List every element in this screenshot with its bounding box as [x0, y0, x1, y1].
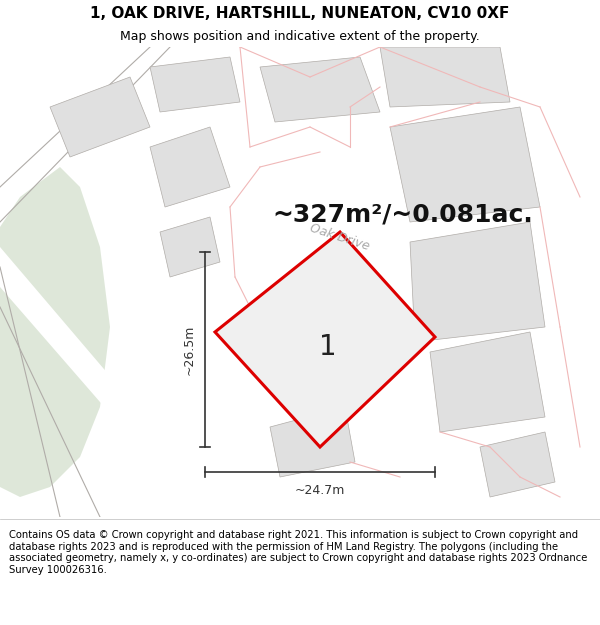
Text: Oak Drive: Oak Drive: [308, 221, 371, 253]
Polygon shape: [0, 47, 160, 177]
Polygon shape: [390, 107, 540, 222]
Text: Map shows position and indicative extent of the property.: Map shows position and indicative extent…: [120, 30, 480, 43]
Polygon shape: [150, 57, 240, 112]
Polygon shape: [480, 432, 555, 497]
Polygon shape: [270, 407, 355, 477]
Polygon shape: [50, 77, 150, 157]
Text: ~24.7m: ~24.7m: [295, 484, 345, 496]
Text: ~327m²/~0.081ac.: ~327m²/~0.081ac.: [272, 203, 533, 227]
Polygon shape: [410, 222, 545, 342]
Polygon shape: [160, 217, 220, 277]
Text: 1, OAK DRIVE, HARTSHILL, NUNEATON, CV10 0XF: 1, OAK DRIVE, HARTSHILL, NUNEATON, CV10 …: [91, 6, 509, 21]
Polygon shape: [380, 47, 510, 107]
Polygon shape: [150, 127, 230, 207]
Polygon shape: [215, 232, 435, 447]
Text: ~26.5m: ~26.5m: [182, 324, 196, 374]
Polygon shape: [0, 247, 230, 517]
Text: 1: 1: [319, 333, 337, 361]
Polygon shape: [430, 332, 545, 432]
Polygon shape: [260, 57, 380, 122]
Text: Contains OS data © Crown copyright and database right 2021. This information is : Contains OS data © Crown copyright and d…: [9, 530, 587, 575]
Polygon shape: [0, 167, 110, 497]
